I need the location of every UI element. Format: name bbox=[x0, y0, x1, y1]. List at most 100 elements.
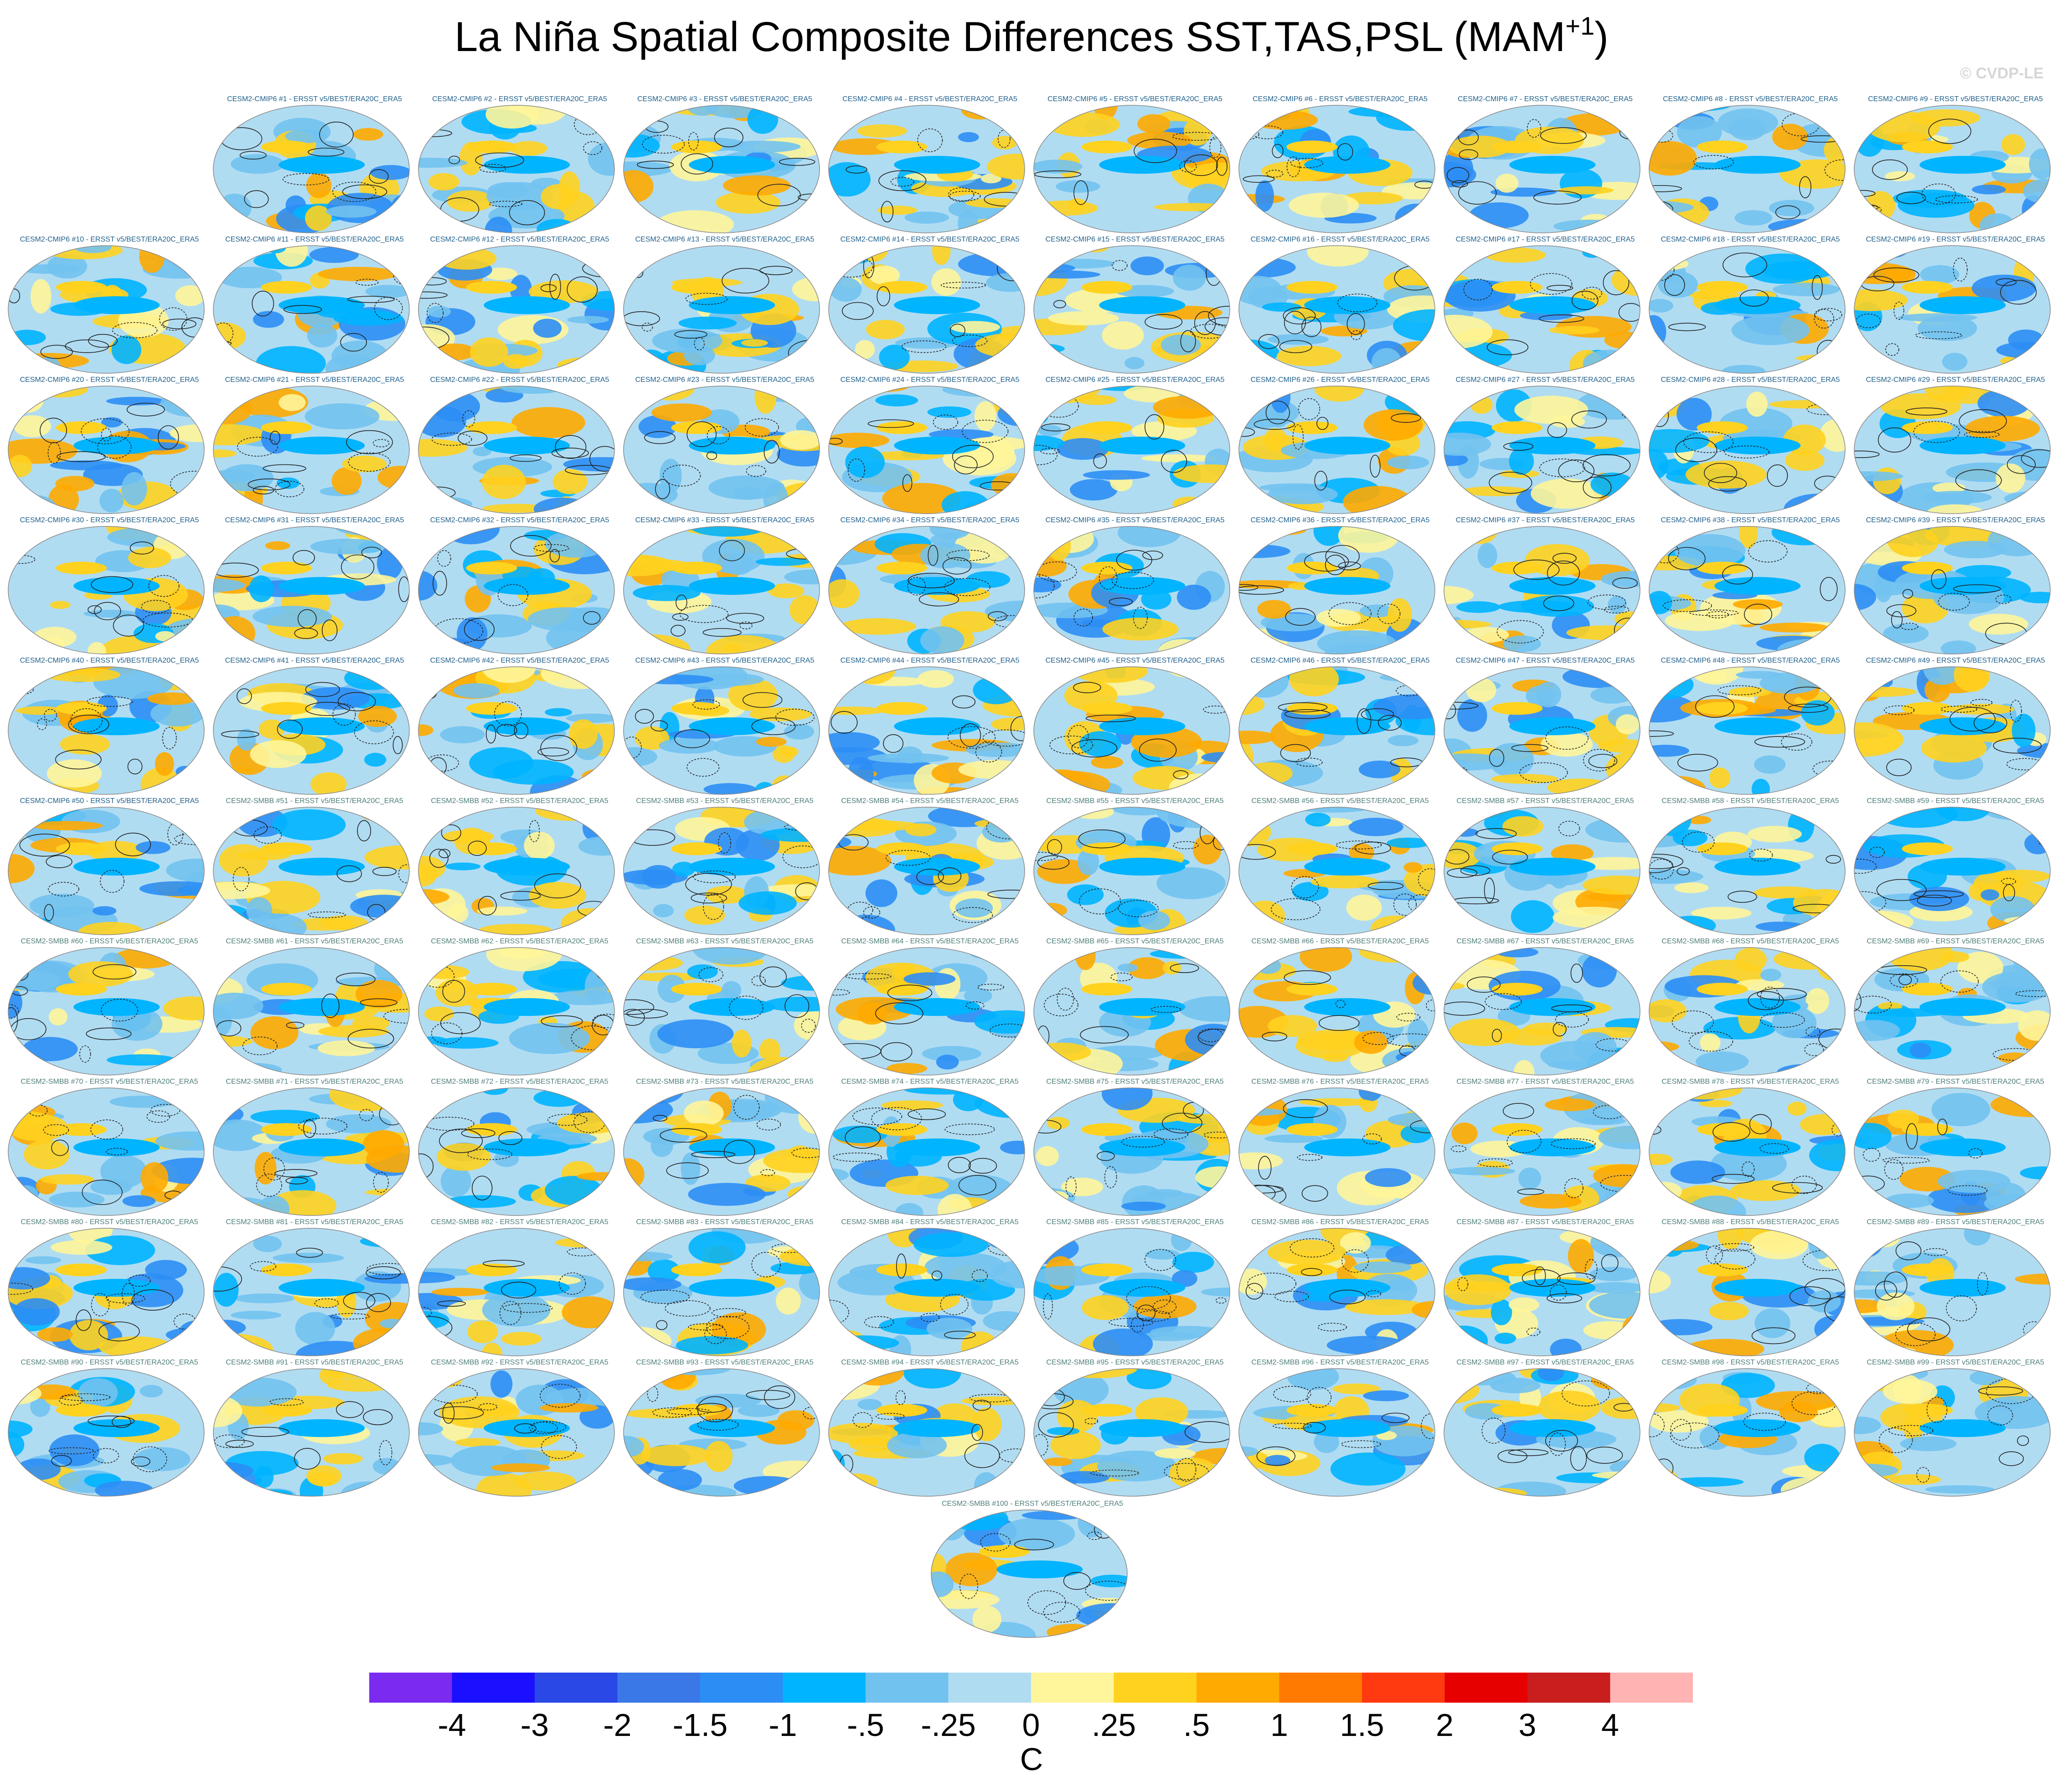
panel-label: CESM2-SMBB #73 - ERSST v5/BEST/ERA20C_ER… bbox=[636, 1078, 814, 1086]
map-panel: CESM2-CMIP6 #21 - ERSST v5/BEST/ERA20C_E… bbox=[212, 376, 417, 515]
robinson-map bbox=[213, 245, 410, 374]
panel-label: CESM2-CMIP6 #36 - ERSST v5/BEST/ERA20C_E… bbox=[1250, 516, 1430, 524]
robinson-map bbox=[418, 105, 615, 233]
robinson-map bbox=[1238, 1087, 1435, 1216]
robinson-map bbox=[1854, 105, 2051, 233]
panel-label: CESM2-SMBB #86 - ERSST v5/BEST/ERA20C_ER… bbox=[1251, 1218, 1429, 1226]
map-panel: CESM2-SMBB #83 - ERSST v5/BEST/ERA20C_ER… bbox=[622, 1218, 827, 1357]
colorbar-tick-labels: -4 -3 -2 -1.5 -1 -.5 -.25 0 .25 .5 1 1.5 2 3 4 bbox=[0, 1707, 2063, 1743]
panel-label: CESM2-SMBB #95 - ERSST v5/BEST/ERA20C_ER… bbox=[1046, 1359, 1224, 1366]
panel-label: CESM2-CMIP6 #38 - ERSST v5/BEST/ERA20C_E… bbox=[1661, 516, 1840, 524]
map-panel: CESM2-SMBB #99 - ERSST v5/BEST/ERA20C_ER… bbox=[1853, 1358, 2058, 1498]
map-panel: CESM2-SMBB #69 - ERSST v5/BEST/ERA20C_ER… bbox=[1853, 937, 2058, 1076]
robinson-map bbox=[418, 1368, 615, 1497]
map-panel: CESM2-CMIP6 #15 - ERSST v5/BEST/ERA20C_E… bbox=[1032, 235, 1238, 375]
panel-label: CESM2-SMBB #66 - ERSST v5/BEST/ERA20C_ER… bbox=[1251, 937, 1429, 945]
robinson-map bbox=[1854, 526, 2051, 654]
map-panel: CESM2-SMBB #65 - ERSST v5/BEST/ERA20C_ER… bbox=[1032, 937, 1238, 1076]
colorbar-tick: 3 bbox=[1518, 1707, 1537, 1743]
panel-label: CESM2-CMIP6 #7 - ERSST v5/BEST/ERA20C_ER… bbox=[1458, 95, 1633, 103]
colorbar-tick: .5 bbox=[1183, 1707, 1210, 1743]
panel-label: CESM2-CMIP6 #20 - ERSST v5/BEST/ERA20C_E… bbox=[20, 376, 199, 384]
colorbar-swatch bbox=[1362, 1673, 1445, 1703]
map-panel: CESM2-CMIP6 #12 - ERSST v5/BEST/ERA20C_E… bbox=[417, 235, 622, 375]
map-panel: CESM2-SMBB #89 - ERSST v5/BEST/ERA20C_ER… bbox=[1853, 1218, 2058, 1357]
robinson-map bbox=[1649, 1368, 1846, 1497]
map-panel: CESM2-CMIP6 #5 - ERSST v5/BEST/ERA20C_ER… bbox=[1032, 95, 1238, 234]
map-panel: CESM2-SMBB #74 - ERSST v5/BEST/ERA20C_ER… bbox=[827, 1077, 1032, 1217]
robinson-map bbox=[213, 1087, 410, 1216]
panel-label: CESM2-SMBB #52 - ERSST v5/BEST/ERA20C_ER… bbox=[431, 797, 609, 805]
map-panel: CESM2-SMBB #79 - ERSST v5/BEST/ERA20C_ER… bbox=[1853, 1077, 2058, 1217]
colorbar-swatch bbox=[1031, 1673, 1114, 1703]
panel-label: CESM2-CMIP6 #47 - ERSST v5/BEST/ERA20C_E… bbox=[1455, 657, 1635, 664]
panel-label: CESM2-CMIP6 #46 - ERSST v5/BEST/ERA20C_E… bbox=[1250, 657, 1430, 664]
panel-label: CESM2-CMIP6 #34 - ERSST v5/BEST/ERA20C_E… bbox=[840, 516, 1020, 524]
panel-label: CESM2-SMBB #72 - ERSST v5/BEST/ERA20C_ER… bbox=[431, 1078, 609, 1086]
panel-label: CESM2-CMIP6 #30 - ERSST v5/BEST/ERA20C_E… bbox=[20, 516, 199, 524]
robinson-map bbox=[1649, 105, 1846, 233]
map-panel: CESM2-CMIP6 #17 - ERSST v5/BEST/ERA20C_E… bbox=[1443, 235, 1648, 375]
map-panel: CESM2-CMIP6 #35 - ERSST v5/BEST/ERA20C_E… bbox=[1032, 516, 1238, 655]
robinson-map bbox=[1238, 105, 1435, 233]
map-panel: CESM2-SMBB #52 - ERSST v5/BEST/ERA20C_ER… bbox=[417, 797, 622, 936]
panel-label: CESM2-CMIP6 #41 - ERSST v5/BEST/ERA20C_E… bbox=[225, 657, 404, 664]
map-panel: CESM2-CMIP6 #16 - ERSST v5/BEST/ERA20C_E… bbox=[1238, 235, 1443, 375]
panel-label: CESM2-SMBB #85 - ERSST v5/BEST/ERA20C_ER… bbox=[1046, 1218, 1224, 1226]
map-panel: CESM2-SMBB #63 - ERSST v5/BEST/ERA20C_ER… bbox=[622, 937, 827, 1076]
robinson-map bbox=[8, 386, 205, 514]
colorbar-swatch bbox=[783, 1673, 866, 1703]
panel-label: CESM2-CMIP6 #25 - ERSST v5/BEST/ERA20C_E… bbox=[1045, 376, 1225, 384]
map-panel: CESM2-CMIP6 #46 - ERSST v5/BEST/ERA20C_E… bbox=[1238, 656, 1443, 796]
map-panel: CESM2-CMIP6 #22 - ERSST v5/BEST/ERA20C_E… bbox=[417, 376, 622, 515]
robinson-map bbox=[1033, 105, 1230, 233]
panel-label: CESM2-CMIP6 #24 - ERSST v5/BEST/ERA20C_E… bbox=[840, 376, 1020, 384]
robinson-map bbox=[1854, 1228, 2051, 1356]
map-panel: CESM2-CMIP6 #39 - ERSST v5/BEST/ERA20C_E… bbox=[1853, 516, 2058, 655]
colorbar-tick: -1 bbox=[768, 1707, 797, 1743]
robinson-map bbox=[1649, 947, 1846, 1076]
map-panel: CESM2-SMBB #59 - ERSST v5/BEST/ERA20C_ER… bbox=[1853, 797, 2058, 936]
colorbar-swatch bbox=[1279, 1673, 1362, 1703]
map-panel: CESM2-CMIP6 #28 - ERSST v5/BEST/ERA20C_E… bbox=[1648, 376, 1853, 515]
robinson-map bbox=[1033, 1087, 1230, 1216]
robinson-map bbox=[1238, 1368, 1435, 1497]
map-panel: CESM2-SMBB #54 - ERSST v5/BEST/ERA20C_ER… bbox=[827, 797, 1032, 936]
robinson-map bbox=[931, 1509, 1128, 1638]
robinson-map bbox=[623, 386, 820, 514]
map-panel: CESM2-CMIP6 #45 - ERSST v5/BEST/ERA20C_E… bbox=[1032, 656, 1238, 796]
panel-label: CESM2-SMBB #75 - ERSST v5/BEST/ERA20C_ER… bbox=[1046, 1078, 1224, 1086]
panel-label: CESM2-SMBB #57 - ERSST v5/BEST/ERA20C_ER… bbox=[1456, 797, 1634, 805]
robinson-map bbox=[1649, 245, 1846, 374]
panel-label: CESM2-CMIP6 #28 - ERSST v5/BEST/ERA20C_E… bbox=[1661, 376, 1840, 384]
robinson-map bbox=[418, 1087, 615, 1216]
panel-label: CESM2-SMBB #62 - ERSST v5/BEST/ERA20C_ER… bbox=[431, 937, 609, 945]
robinson-map bbox=[8, 947, 205, 1076]
robinson-map bbox=[623, 1228, 820, 1356]
robinson-map bbox=[1649, 807, 1846, 935]
panel-label: CESM2-SMBB #96 - ERSST v5/BEST/ERA20C_ER… bbox=[1251, 1359, 1429, 1366]
panel-label: CESM2-SMBB #71 - ERSST v5/BEST/ERA20C_ER… bbox=[226, 1078, 403, 1086]
panel-label: CESM2-SMBB #64 - ERSST v5/BEST/ERA20C_ER… bbox=[841, 937, 1019, 945]
robinson-map bbox=[1033, 807, 1230, 935]
robinson-map bbox=[1444, 245, 1640, 374]
map-panel: CESM2-SMBB #88 - ERSST v5/BEST/ERA20C_ER… bbox=[1648, 1218, 1853, 1357]
panel-label: CESM2-SMBB #97 - ERSST v5/BEST/ERA20C_ER… bbox=[1456, 1359, 1634, 1366]
robinson-map bbox=[1649, 526, 1846, 654]
robinson-map bbox=[1033, 947, 1230, 1076]
robinson-map bbox=[828, 1228, 1025, 1356]
robinson-map bbox=[623, 1087, 820, 1216]
map-panel: CESM2-SMBB #56 - ERSST v5/BEST/ERA20C_ER… bbox=[1238, 797, 1443, 936]
panel-label: CESM2-SMBB #90 - ERSST v5/BEST/ERA20C_ER… bbox=[21, 1359, 198, 1366]
panel-label: CESM2-CMIP6 #1 - ERSST v5/BEST/ERA20C_ER… bbox=[227, 95, 402, 103]
robinson-map bbox=[213, 526, 410, 654]
map-panel: CESM2-SMBB #90 - ERSST v5/BEST/ERA20C_ER… bbox=[7, 1358, 212, 1498]
map-panel: CESM2-CMIP6 #33 - ERSST v5/BEST/ERA20C_E… bbox=[622, 516, 827, 655]
map-panel: CESM2-CMIP6 #9 - ERSST v5/BEST/ERA20C_ER… bbox=[1853, 95, 2058, 234]
map-panel: CESM2-SMBB #76 - ERSST v5/BEST/ERA20C_ER… bbox=[1238, 1077, 1443, 1217]
robinson-map bbox=[623, 947, 820, 1076]
robinson-map bbox=[213, 947, 410, 1076]
map-panel: CESM2-CMIP6 #26 - ERSST v5/BEST/ERA20C_E… bbox=[1238, 376, 1443, 515]
panel-label: CESM2-CMIP6 #45 - ERSST v5/BEST/ERA20C_E… bbox=[1045, 657, 1225, 664]
panel-label: CESM2-CMIP6 #33 - ERSST v5/BEST/ERA20C_E… bbox=[635, 516, 815, 524]
